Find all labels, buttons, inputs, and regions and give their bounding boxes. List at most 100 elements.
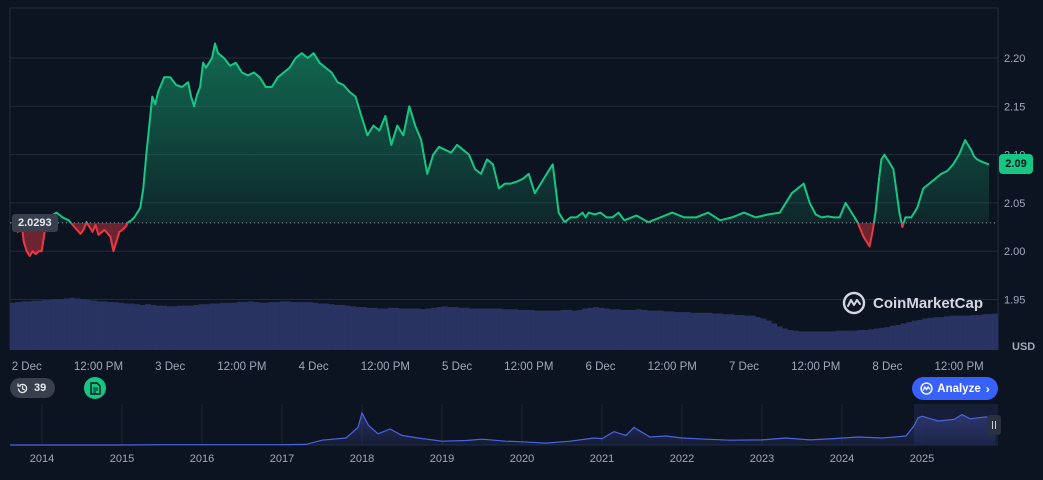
volume-bar xyxy=(873,328,880,350)
volume-bar xyxy=(225,302,232,350)
overview-year-label: 2022 xyxy=(670,453,694,465)
volume-bar xyxy=(760,318,767,350)
volume-bar xyxy=(711,313,718,350)
currency-label: USD xyxy=(1012,341,1036,353)
volume-bar xyxy=(792,330,799,350)
volume-bar xyxy=(576,309,583,350)
volume-bar xyxy=(603,308,610,350)
volume-bar xyxy=(150,304,157,350)
volume-bar xyxy=(117,302,124,350)
range-handle-icon xyxy=(992,421,993,429)
price-line-down xyxy=(11,222,905,257)
volume-bar xyxy=(593,307,599,350)
document-icon xyxy=(89,381,101,395)
volume-bar xyxy=(609,309,616,350)
events-button[interactable]: 39 xyxy=(10,378,56,398)
volume-bar xyxy=(393,307,400,350)
volume-bar xyxy=(182,305,189,350)
overview-year-label: 2017 xyxy=(270,453,294,465)
news-button[interactable] xyxy=(84,377,106,399)
volume-bar xyxy=(960,315,967,350)
analyze-label: Analyze xyxy=(937,382,981,395)
volume-bar xyxy=(382,308,389,350)
x-tick-label: 8 Dec xyxy=(872,361,902,373)
volume-bar xyxy=(463,307,470,350)
volume-bar xyxy=(571,310,578,350)
x-tick-label: 7 Dec xyxy=(729,361,759,373)
volume-bar xyxy=(96,301,103,350)
volume-bar xyxy=(112,302,119,350)
overview-year-label: 2019 xyxy=(430,453,454,465)
x-tick-label: 6 Dec xyxy=(586,361,616,373)
volume-bar xyxy=(863,329,869,350)
analyze-button[interactable]: Analyze › xyxy=(912,377,998,400)
y-tick-label: 2.05 xyxy=(1004,198,1025,210)
volume-bar xyxy=(911,320,918,350)
volume-bar xyxy=(101,301,108,350)
volume-bar xyxy=(539,310,545,350)
volume-bar xyxy=(31,300,38,350)
volume-bar xyxy=(517,309,524,350)
y-axis: 2.202.152.102.052.001.95 xyxy=(1004,53,1025,307)
volume-bar xyxy=(290,302,297,350)
volume-bar xyxy=(252,302,259,350)
volume-bar xyxy=(63,298,70,350)
volume-bar xyxy=(890,325,896,350)
volume-bar xyxy=(879,327,886,350)
volume-bar xyxy=(242,302,248,350)
volume-bar xyxy=(366,307,373,350)
volume-bar xyxy=(836,330,842,350)
volume-bar xyxy=(620,309,626,350)
x-tick-label: 12:00 PM xyxy=(935,361,984,373)
volume-bar xyxy=(123,303,130,350)
volume-bar xyxy=(215,303,221,350)
volume-bar xyxy=(398,308,405,350)
volume-bar xyxy=(971,314,977,350)
volume-bar xyxy=(927,317,934,350)
volume-bar xyxy=(625,309,632,350)
volume-bar xyxy=(306,302,313,350)
volume-bar xyxy=(452,307,459,350)
volume-bar xyxy=(144,304,151,350)
volume-bar xyxy=(204,304,211,350)
volume-bar xyxy=(274,302,281,350)
overview-line xyxy=(10,411,996,446)
volume-bar xyxy=(317,303,324,350)
volume-bar xyxy=(58,299,65,350)
volume-bar xyxy=(220,302,227,350)
volume-bar xyxy=(10,302,16,350)
volume-bar xyxy=(809,331,815,350)
volume-bar xyxy=(803,331,810,350)
volume-bar xyxy=(371,307,378,350)
overview-year-label: 2020 xyxy=(510,453,534,465)
range-handle[interactable] xyxy=(987,415,1001,435)
history-overview-chart[interactable]: 2014 2015 2016 2017 2018 2019 2020 2021 2022 2023… xyxy=(10,404,998,465)
x-tick-label: 4 Dec xyxy=(299,361,329,373)
volume-bar xyxy=(128,303,135,350)
volume-bar xyxy=(868,329,875,350)
volume-bar xyxy=(522,309,529,350)
volume-bar xyxy=(884,327,891,350)
volume-bar xyxy=(701,312,707,350)
volume-bar xyxy=(717,313,724,350)
volume-bar xyxy=(387,307,394,350)
volume-bar xyxy=(938,317,945,350)
volume-bar xyxy=(333,304,340,350)
volume-bar xyxy=(36,300,43,350)
volume-bar xyxy=(976,314,983,350)
volume-bar xyxy=(328,304,335,350)
volume-bar xyxy=(933,317,940,350)
volume-bar xyxy=(20,301,27,350)
volume-bar xyxy=(285,301,292,350)
volume-bar xyxy=(744,315,751,350)
overview-year-label: 2024 xyxy=(830,453,854,465)
volume-bar xyxy=(949,315,956,350)
volume-bar xyxy=(74,298,81,350)
x-tick-label: 12:00 PM xyxy=(217,361,266,373)
volume-bars xyxy=(10,297,999,350)
x-tick-label: 3 Dec xyxy=(155,361,185,373)
volume-bar xyxy=(355,307,362,350)
volume-bar xyxy=(474,308,481,350)
volume-bar xyxy=(787,329,794,350)
